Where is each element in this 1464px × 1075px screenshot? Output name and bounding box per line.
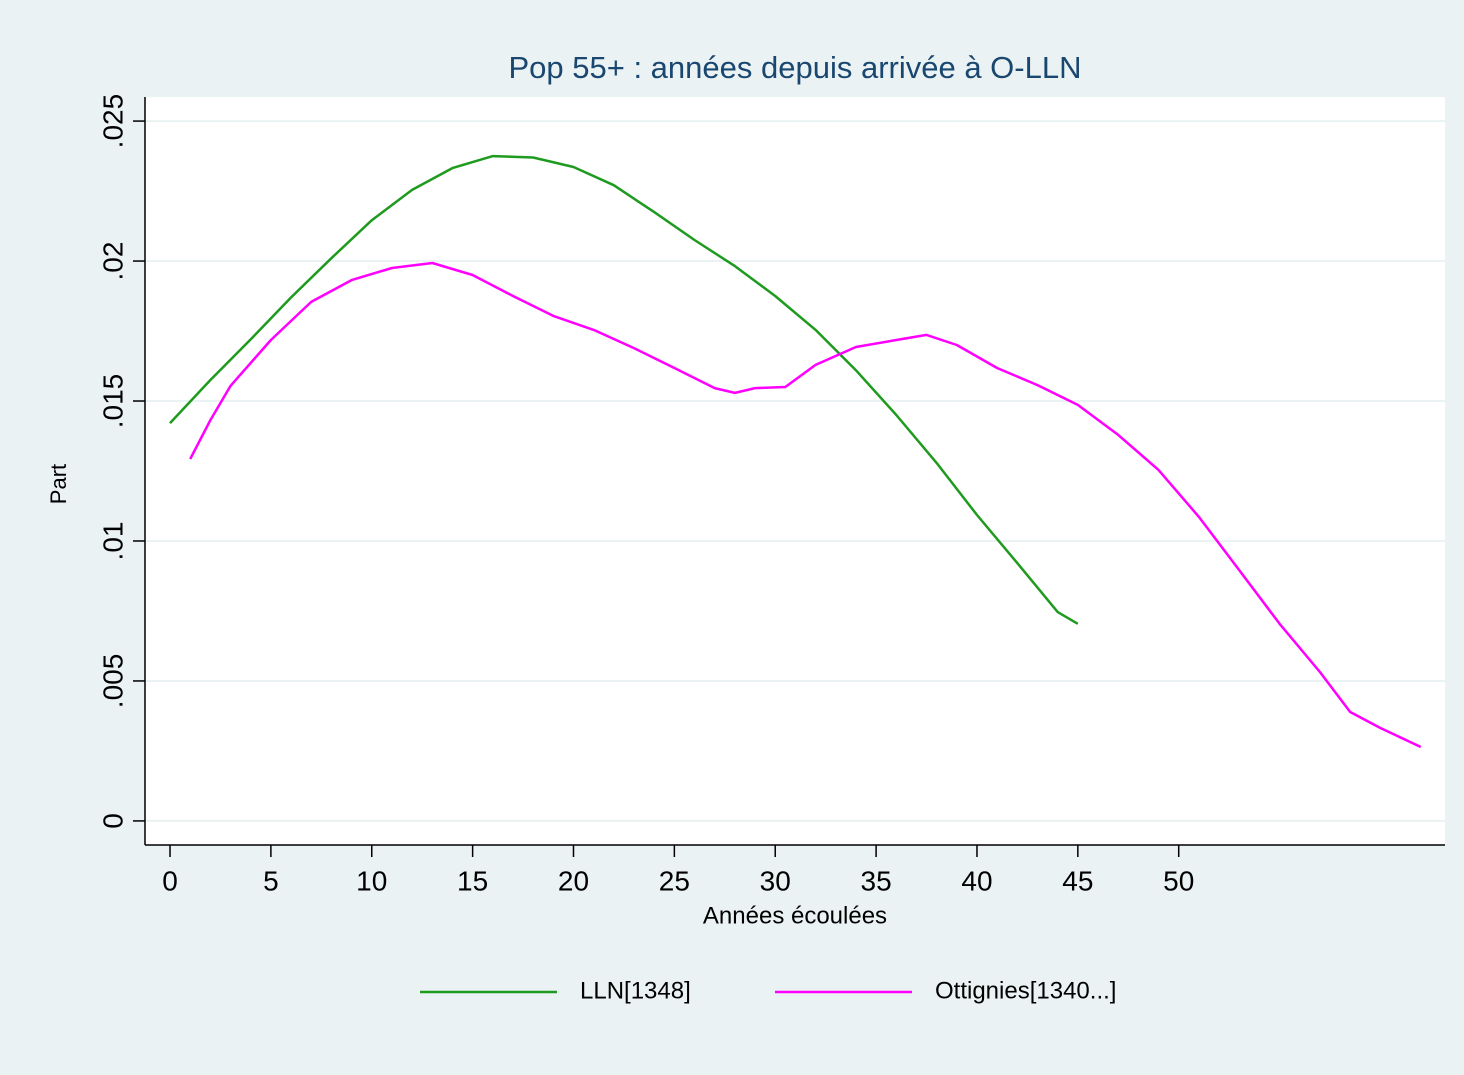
plot-area [145,97,1445,845]
x-tick-label: 30 [760,865,791,896]
legend-label: LLN[1348] [580,977,691,1004]
chart-title: Pop 55+ : années depuis arrivée à O-LLN [508,50,1081,85]
y-tick-label: .025 [97,94,128,149]
x-tick-label: 25 [659,865,690,896]
x-tick-label: 10 [356,865,387,896]
x-tick-label: 40 [961,865,992,896]
x-tick-label: 15 [457,865,488,896]
y-tick-label: .02 [97,242,128,281]
line [189,261,1422,749]
x-tick-label: 20 [558,865,589,896]
x-tick-label: 0 [162,865,178,896]
x-tick-label: 45 [1062,865,1093,896]
y-tick-label: .005 [97,654,128,709]
x-tick-label: 50 [1163,865,1194,896]
x-tick-label: 5 [263,865,279,896]
legend-label: Ottignies[1340...] [935,977,1116,1004]
x-tick-label: 35 [861,865,892,896]
line [169,154,1079,625]
y-tick-label: 0 [97,813,128,829]
x-axis-label: Années écoulées [703,902,887,929]
y-tick-label: .01 [97,522,128,561]
y-tick-label: .015 [97,374,128,429]
y-axis-label: Part [46,464,71,504]
